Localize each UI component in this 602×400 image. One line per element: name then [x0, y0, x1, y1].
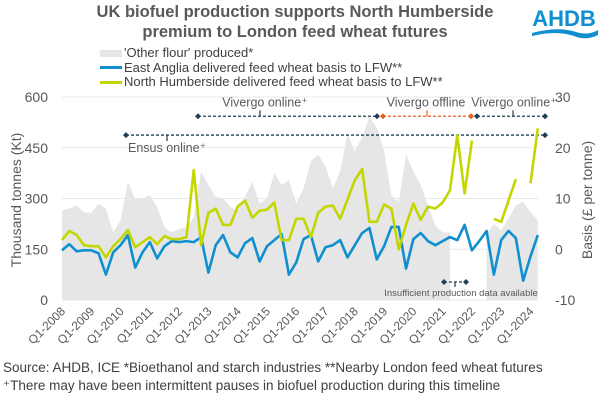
- y-axis-right-title: Basis (£ per tonne): [579, 141, 595, 259]
- logo-wave-icon: [532, 29, 598, 39]
- y-left-tick-label: 300: [25, 191, 49, 207]
- other-flour-area: [62, 117, 538, 300]
- diamond-marker-icon: [474, 113, 480, 120]
- diamond-marker-icon: [123, 132, 129, 139]
- vivergo-online-label-2: Vivergo online⁺: [471, 95, 557, 109]
- y-left-tick-label: 0: [40, 292, 48, 308]
- diamond-marker-icon: [463, 279, 469, 285]
- diamond-marker-icon: [542, 132, 548, 139]
- y-right-tick-label: 30: [555, 89, 571, 105]
- y-left-tick-label: 450: [25, 140, 49, 156]
- insufficient-data-label: Insufficient production data available: [384, 288, 538, 299]
- legend-label: East Anglia delivered feed wheat basis t…: [124, 59, 403, 75]
- logo-text: AHDB: [532, 6, 596, 31]
- x-axis: Q1-2008Q1-2009Q1-2010Q1-2011Q1-2012Q1-20…: [25, 304, 537, 347]
- footnote: ⁺There may have been intermittent pauses…: [3, 378, 501, 393]
- chart-plot: 0 150 300 450 600 -10 0 10 20 30 Thousand tonnes…: [8, 89, 595, 347]
- north-humberside-line: [60, 128, 540, 259]
- chart-legend: 'Other flour' produced* East Anglia deli…: [100, 45, 443, 90]
- diamond-marker-icon: [468, 113, 474, 120]
- chart-title-line1: UK biofuel production supports North Hum…: [96, 3, 494, 21]
- east-anglia-line: [61, 223, 540, 283]
- y-right-tick-label: 20: [555, 140, 571, 156]
- timeline-annotations: Ensus online⁺ Vivergo online⁺ Vivergo offl…: [123, 95, 557, 299]
- y-axis-right: -10 0 10 20 30: [555, 89, 575, 308]
- diamond-marker-icon: [380, 113, 386, 120]
- source-note: Source: AHDB, ICE *Bioethanol and starch…: [3, 360, 543, 375]
- legend-swatch-line-blue: [100, 66, 122, 70]
- legend-item-north-humberside: North Humberside delivered feed wheat ba…: [100, 74, 443, 90]
- ensus-label: Ensus online⁺: [128, 141, 206, 155]
- legend-label: North Humberside delivered feed wheat ba…: [124, 74, 443, 89]
- diamond-marker-icon: [542, 113, 548, 120]
- diamond-marker-icon: [195, 113, 201, 120]
- legend-swatch-line-green: [100, 80, 122, 84]
- y-left-tick-label: 150: [25, 241, 49, 257]
- y-right-tick-label: 0: [555, 241, 563, 257]
- chart-footer: Source: AHDB, ICE *Bioethanol and starch…: [3, 359, 543, 395]
- legend-label: 'Other flour' produced*: [124, 45, 254, 60]
- diamond-marker-icon: [374, 113, 380, 120]
- diamond-marker-icon: [441, 279, 447, 285]
- ahdb-logo: AHDB: [532, 6, 598, 39]
- y-axis-left-title: Thousand tonnes (Kt): [8, 133, 24, 268]
- y-right-tick-label: 10: [555, 191, 571, 207]
- vivergo-offline-label: Vivergo offline: [387, 95, 466, 109]
- y-left-tick-label: 600: [25, 89, 49, 105]
- chart-title-line2: premium to London feed wheat futures: [142, 23, 448, 41]
- legend-item-other-flour: 'Other flour' produced*: [100, 45, 443, 61]
- legend-item-east-anglia: East Anglia delivered feed wheat basis t…: [100, 59, 443, 76]
- y-axis-left: 0 150 300 450 600: [25, 89, 49, 308]
- vivergo-online-label-1: Vivergo online⁺: [222, 95, 308, 109]
- legend-swatch-area: [100, 49, 122, 57]
- chart-title: UK biofuel production supports North Hum…: [60, 2, 530, 42]
- y-right-tick-label: -10: [555, 292, 575, 308]
